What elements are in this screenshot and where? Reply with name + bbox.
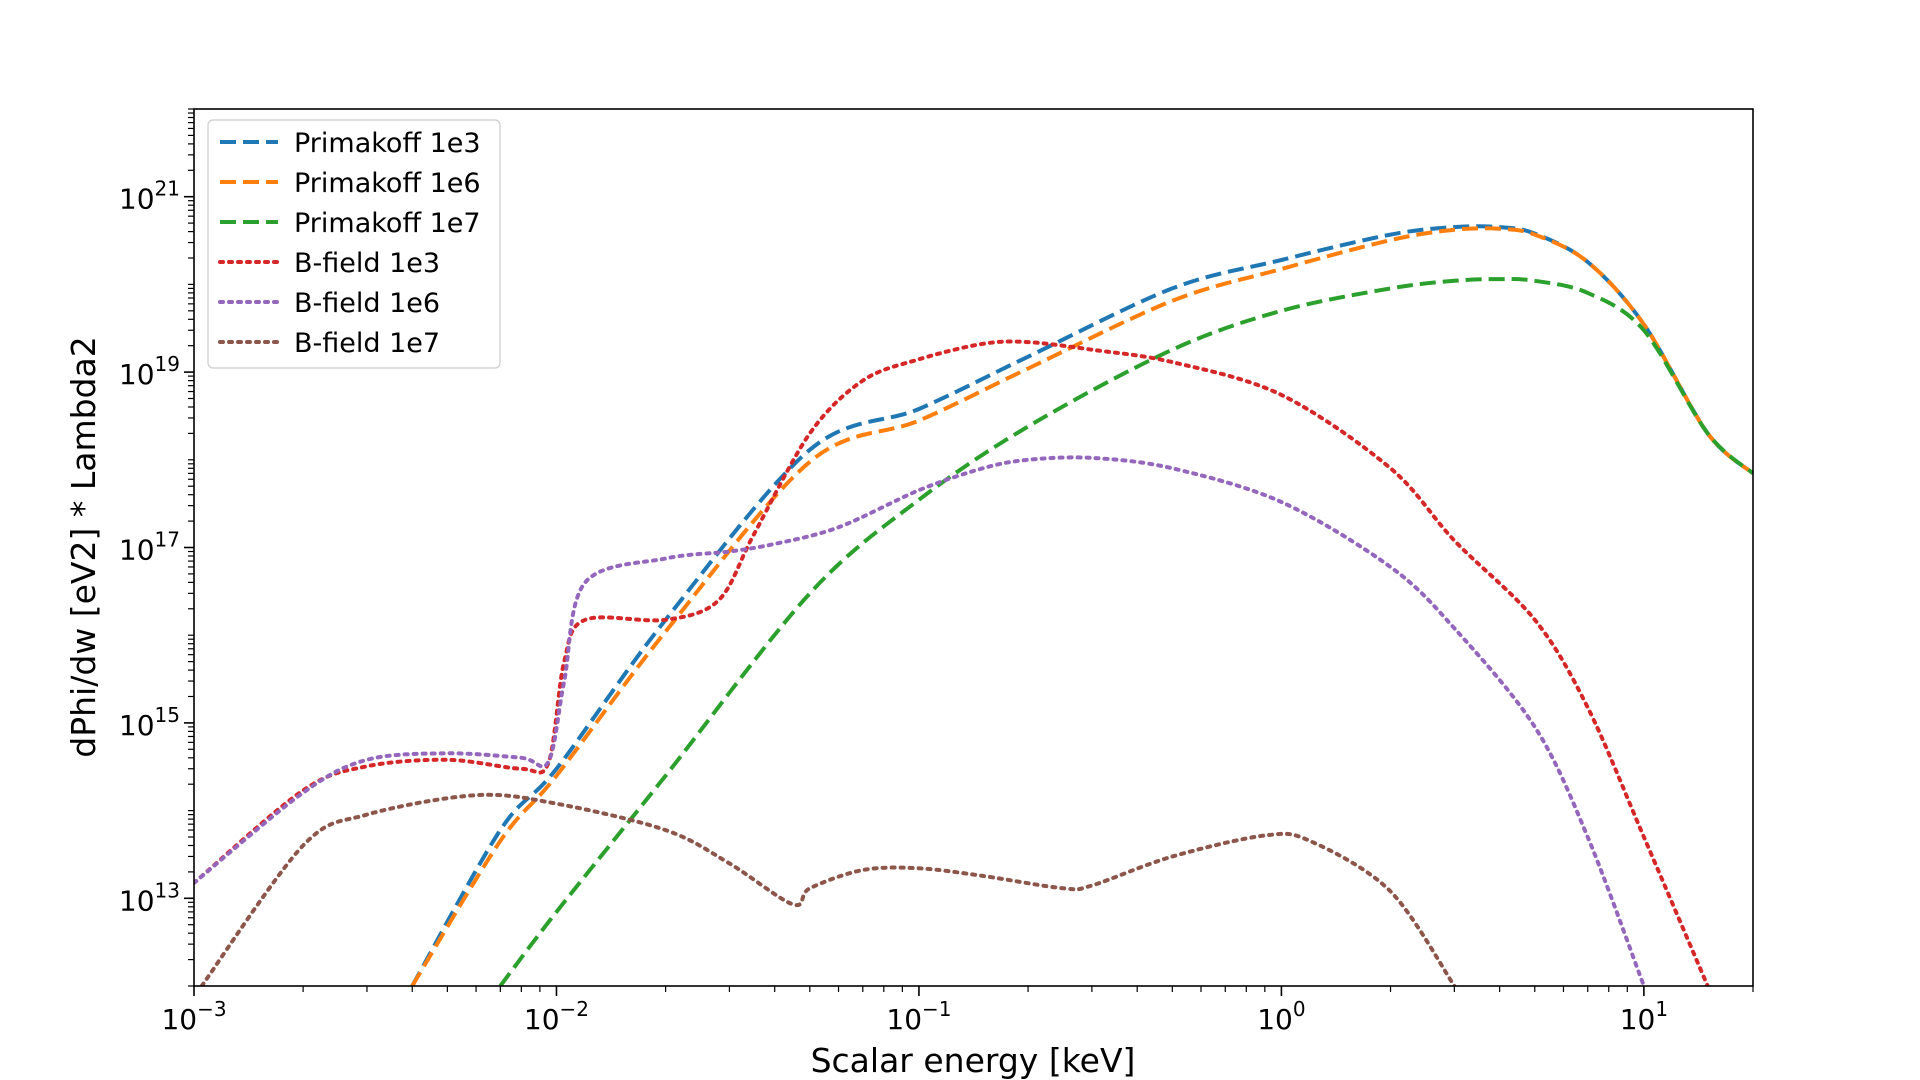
series-line-6 <box>199 792 1457 986</box>
series-line-1 <box>410 224 1753 986</box>
y-tick-exponent: 13 <box>155 878 180 902</box>
legend-label: B-field 1e7 <box>294 328 440 359</box>
x-tick-exponent: −2 <box>560 997 589 1021</box>
x-tick-label: 101 <box>1620 997 1668 1036</box>
x-tick-base: 10 <box>886 1003 922 1036</box>
y-tick-base: 10 <box>119 884 155 917</box>
legend-label: Primakoff 1e6 <box>294 168 481 199</box>
x-tick-exponent: 0 <box>1293 997 1306 1021</box>
series-line-5 <box>194 455 1646 986</box>
x-tick-exponent: 1 <box>1655 997 1668 1021</box>
y-tick-label: 1015 <box>119 703 180 742</box>
y-axis-label: dPhi/dw [eV2] * Lambda2 <box>64 336 103 757</box>
series-line-4 <box>194 339 1710 986</box>
y-tick-base: 10 <box>119 183 155 216</box>
y-tick-base: 10 <box>119 534 155 567</box>
y-tick-exponent: 15 <box>155 703 180 727</box>
legend-box <box>207 119 501 369</box>
x-tick-label: 10−1 <box>886 997 951 1036</box>
y-tick-label: 1019 <box>119 352 180 391</box>
x-tick-base: 10 <box>524 1003 560 1036</box>
y-tick-base: 10 <box>119 709 155 742</box>
x-tick-exponent: −1 <box>922 997 951 1021</box>
x-tick-label: 100 <box>1257 997 1305 1036</box>
legend-label: B-field 1e6 <box>294 288 440 319</box>
y-tick-exponent: 17 <box>155 528 180 552</box>
x-axis-ticks: 10−3 10−2 10−1 100 101 <box>161 986 1754 1036</box>
x-axis-label: Scalar energy [keV] <box>811 1041 1136 1080</box>
y-tick-exponent: 19 <box>155 352 180 376</box>
legend-label: B-field 1e3 <box>294 248 440 279</box>
x-tick-exponent: −3 <box>197 997 226 1021</box>
legend: Primakoff 1e3 Primakoff 1e6 Primakoff 1e7 B… <box>207 119 501 369</box>
legend-label: Primakoff 1e7 <box>294 208 481 239</box>
x-tick-base: 10 <box>1620 1003 1656 1036</box>
x-tick-label: 10−2 <box>524 997 589 1036</box>
x-tick-label: 10−3 <box>161 997 226 1036</box>
series-line-3 <box>498 277 1753 986</box>
x-tick-base: 10 <box>161 1003 197 1036</box>
y-tick-label: 1017 <box>119 528 180 567</box>
series-layer <box>194 224 1753 986</box>
y-tick-exponent: 21 <box>155 177 180 201</box>
y-tick-label: 1013 <box>119 878 180 917</box>
legend-label: Primakoff 1e3 <box>294 128 481 159</box>
y-tick-base: 10 <box>119 358 155 391</box>
x-tick-base: 10 <box>1257 1003 1293 1036</box>
y-tick-label: 1021 <box>119 177 180 216</box>
